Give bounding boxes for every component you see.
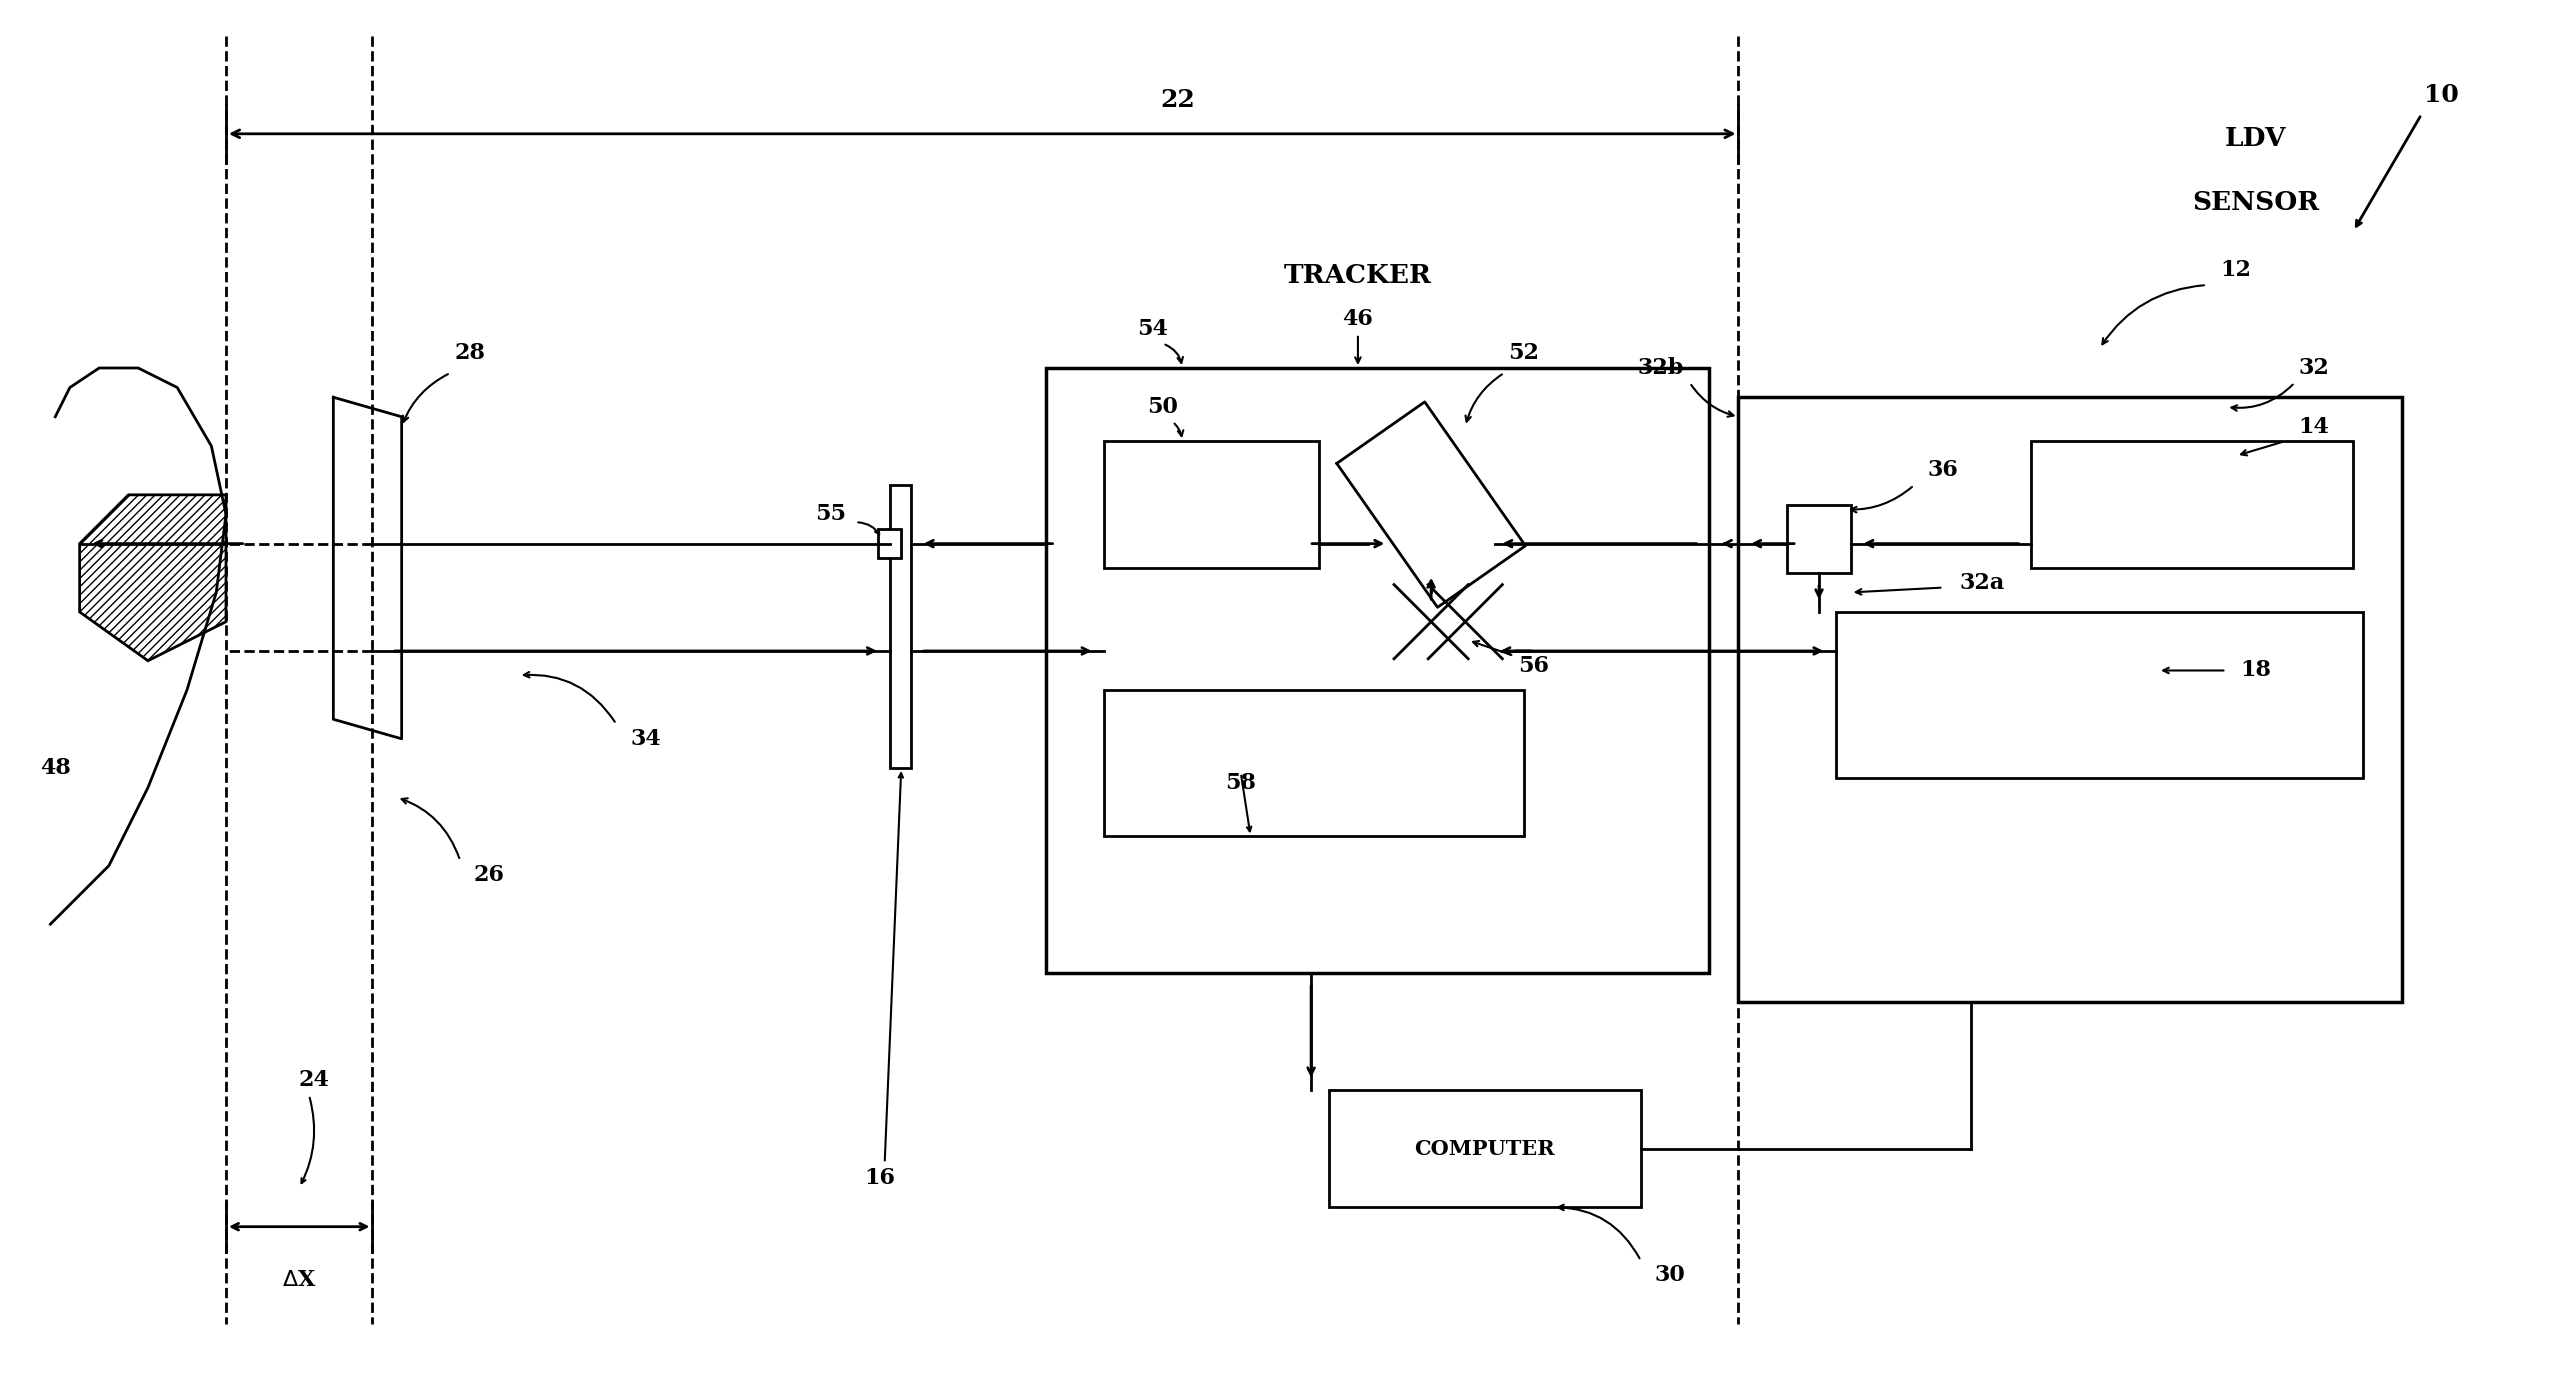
Bar [890,486,910,769]
Text: 10: 10 [2424,83,2457,106]
Text: LDV: LDV [2225,126,2286,152]
Bar [1104,690,1524,836]
Text: 54: 54 [1137,317,1167,339]
Text: 36: 36 [1927,460,1958,482]
Bar [1104,442,1318,569]
Text: $\Delta$X: $\Delta$X [283,1270,316,1292]
Bar [2032,442,2353,569]
Bar [1738,397,2401,1002]
Polygon shape [79,495,227,661]
Text: 34: 34 [630,727,660,749]
Text: 28: 28 [454,342,484,364]
Text: 55: 55 [816,504,846,526]
Text: 52: 52 [1509,342,1540,364]
Text: 30: 30 [1654,1264,1685,1286]
Text: 16: 16 [864,1167,895,1190]
Bar [1787,505,1851,573]
Text: 24: 24 [298,1070,329,1092]
Text: 48: 48 [41,758,71,780]
Text: 14: 14 [2299,415,2330,437]
Text: 12: 12 [2220,259,2251,282]
Text: 46: 46 [1343,308,1374,330]
Bar [1835,611,2363,778]
Text: 22: 22 [1160,88,1195,112]
Text: TRACKER: TRACKER [1285,262,1433,288]
Text: 50: 50 [1147,396,1178,418]
Text: SENSOR: SENSOR [2192,189,2320,215]
Text: 32a: 32a [1960,571,2006,593]
Text: 32b: 32b [1636,357,1682,380]
Bar [1045,368,1710,973]
Text: 18: 18 [2241,660,2271,682]
Text: 56: 56 [1519,654,1550,676]
Text: COMPUTER: COMPUTER [1415,1138,1555,1159]
Text: 32: 32 [2299,357,2330,380]
Bar [877,529,902,559]
Text: 26: 26 [474,864,505,886]
Bar [1328,1090,1642,1208]
Text: 58: 58 [1226,771,1257,793]
